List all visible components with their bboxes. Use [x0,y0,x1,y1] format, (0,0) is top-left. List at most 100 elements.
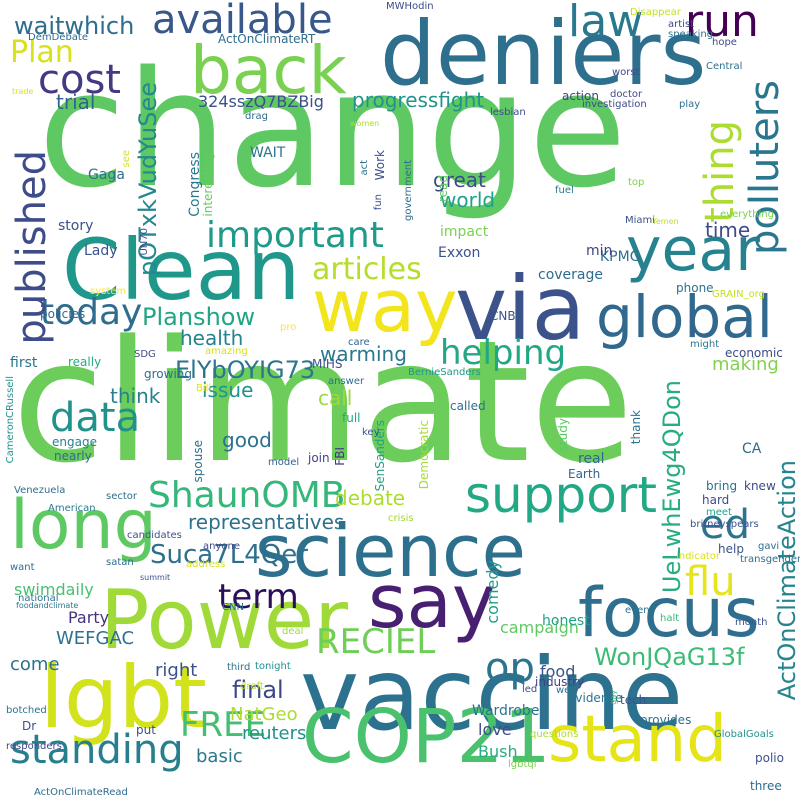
word-mwhodin: MWHodin [386,1,434,12]
word-back: back [190,32,347,109]
word-coverage: coverage [538,267,603,283]
word-long: long [10,486,157,565]
word-waitwhich: waitwhich [14,12,135,40]
word-real: real [578,451,605,467]
word-vaccine: vaccine [300,636,684,753]
word-event: event [625,605,654,616]
word-artist: artist [668,19,695,30]
word-wonjqag13f: WonJQaG13f [594,643,745,671]
word-progressfight: progressfight [352,88,485,112]
word-answer: answer [328,376,365,387]
word-comedy: comedy [483,560,502,624]
word-representatives: representatives [188,510,345,534]
word-policies: policies [40,307,86,321]
word-stand: stand [548,703,727,777]
word-honest: honest [542,613,590,629]
word-law: law [568,0,644,47]
word-helping: helping [440,333,567,373]
word-final: final [232,676,284,704]
word-exxon: Exxon [438,245,481,261]
word-study: study [556,418,570,452]
word-dr: Dr [22,719,37,733]
word-spouse: spouse [191,440,205,483]
word-indicator: indicator [676,551,721,562]
word-way: way [312,264,458,348]
word-cop21: COP21 [302,694,551,780]
word-economic: economic [725,346,783,360]
word-party: Party [68,608,110,627]
word-britneyspears: britneyspears [690,519,759,530]
word-earth: Earth [568,467,601,481]
word-see: see [121,150,132,168]
word-interesting: interesting [201,152,215,217]
word-polio: polio [755,751,784,765]
word-led: led [522,684,538,695]
word-flu: flu [685,559,736,605]
word-called: called [450,399,486,413]
word-actonclimatert: ActOnClimateRT [218,32,316,46]
word-botched: botched [6,705,47,716]
word-good: good [222,428,272,452]
word-american: American [48,503,96,514]
word-play: play [679,99,701,110]
word-trial: trial [56,90,96,114]
word-important: important [206,215,384,256]
word-science: science [255,509,526,593]
word-min: min [586,243,613,259]
word-ed: ed [700,502,750,548]
word-action: action [562,89,599,103]
word-gavi: gavi [758,541,780,552]
word-wardrobe: Wardrobe [472,703,540,719]
word-deal: deal [282,626,304,637]
word-amazing: amazing [205,346,248,357]
word-focus: focus [578,574,760,653]
word-swimdaily: swimdaily [14,580,94,599]
word-cnn: CNN [222,602,244,613]
word-three: three [750,779,782,793]
word-deniers: deniers [380,2,707,105]
word-actonclimateaction: ActOnClimateAction [773,460,800,701]
word-op: op [485,645,535,691]
word-sdg: SDG [134,349,156,360]
word-climate: climate [12,304,634,500]
word-join: join [308,451,330,465]
word-wefgac: WEFGAC [56,628,135,649]
word-wef: wef [556,685,574,696]
word-story: story [58,218,94,234]
word-top: top [628,177,645,188]
word-care: care [348,337,370,348]
word-evidence: evidence [568,691,623,705]
word-industry: industry [535,675,585,689]
word-sector: sector [106,491,138,502]
word-really: really [68,355,102,369]
word-berniesanders: BernieSanders [408,367,481,378]
word-global: global [596,283,773,351]
word-say: say [368,559,496,645]
word-drag: drag [245,111,268,122]
word-standing: standing [10,727,184,773]
word-data: data [50,395,141,441]
word-transgender: transgender [740,554,800,565]
word-via: via [455,257,586,360]
word-model: model [268,457,300,468]
word-fbi: FBI [333,447,347,466]
word-cnbc: CNBC [490,309,524,323]
word-anyone: anyone [203,541,240,552]
word-national: national [18,593,59,604]
word-lgbtqi: lgbtqi [508,759,537,770]
word-want: want [10,562,35,573]
word-come: come [10,654,60,675]
word-everything: everything [720,209,774,220]
word-summit: summit [140,573,171,582]
word-fun: fun [373,194,384,211]
word-globalgoals: GlobalGoals [714,729,774,740]
word-actonclimateread: ActOnClimateRead [34,787,128,798]
word-cost: cost [38,57,121,103]
word-act: act [359,160,370,176]
word-doctor: doctor [610,89,643,100]
word-trade: trade [12,87,34,96]
word-term: term [218,577,299,617]
word-un70: UN70 [139,228,150,256]
word-time: time [705,218,751,242]
